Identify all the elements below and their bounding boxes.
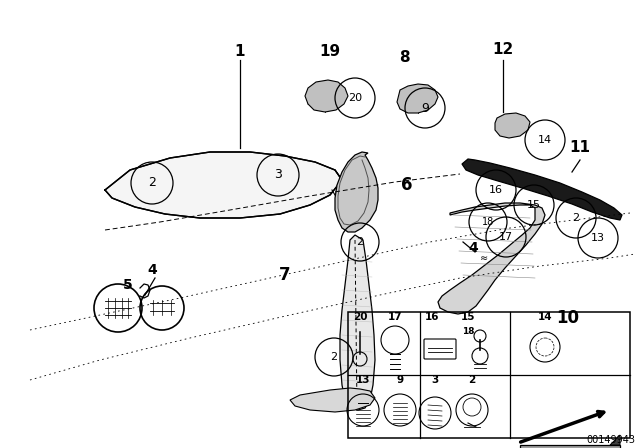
Polygon shape <box>290 388 375 412</box>
Text: 12: 12 <box>492 42 514 56</box>
Text: 13: 13 <box>591 233 605 243</box>
Text: 6: 6 <box>401 176 413 194</box>
Polygon shape <box>495 113 530 138</box>
Text: 2: 2 <box>330 352 337 362</box>
Text: 8: 8 <box>399 51 410 65</box>
Text: 15: 15 <box>461 312 476 322</box>
Text: 5: 5 <box>123 278 133 292</box>
Text: 7: 7 <box>279 266 291 284</box>
Bar <box>520 445 620 448</box>
Text: 16: 16 <box>489 185 503 195</box>
Text: 19: 19 <box>319 44 340 60</box>
Text: 2: 2 <box>572 213 580 223</box>
Text: 18: 18 <box>461 327 474 336</box>
Text: 20: 20 <box>353 312 367 322</box>
Polygon shape <box>305 80 348 112</box>
Text: 14: 14 <box>538 312 552 322</box>
Text: 14: 14 <box>538 135 552 145</box>
Text: 17: 17 <box>388 312 403 322</box>
Text: 15: 15 <box>527 200 541 210</box>
Text: 11: 11 <box>570 141 591 155</box>
Polygon shape <box>610 435 620 445</box>
Text: 2: 2 <box>468 375 476 385</box>
Text: 4: 4 <box>468 241 478 255</box>
Text: 18: 18 <box>482 217 494 227</box>
Text: 3: 3 <box>274 168 282 181</box>
Text: 13: 13 <box>356 375 371 385</box>
Text: 3: 3 <box>431 375 438 385</box>
Text: 16: 16 <box>425 312 439 322</box>
Polygon shape <box>462 159 622 220</box>
Polygon shape <box>438 203 545 314</box>
Text: ≈: ≈ <box>480 253 488 263</box>
Text: 9: 9 <box>396 375 404 385</box>
Text: 1: 1 <box>235 44 245 60</box>
Text: 9: 9 <box>421 102 429 115</box>
Polygon shape <box>340 235 375 410</box>
Text: 20: 20 <box>348 93 362 103</box>
Text: 10: 10 <box>557 309 579 327</box>
Text: 17: 17 <box>499 232 513 242</box>
Text: 00149943: 00149943 <box>586 435 635 445</box>
Text: 2: 2 <box>148 177 156 190</box>
Bar <box>348 312 630 438</box>
Polygon shape <box>397 84 438 113</box>
Polygon shape <box>335 152 378 232</box>
Text: 4: 4 <box>147 263 157 277</box>
Polygon shape <box>105 152 342 218</box>
Text: 2: 2 <box>356 237 364 247</box>
